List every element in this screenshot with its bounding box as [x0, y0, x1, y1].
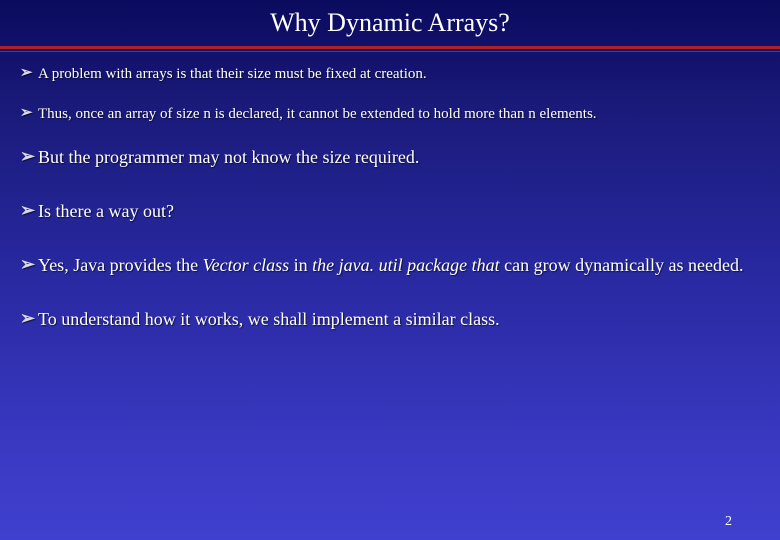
bullet-text: Thus, once an array of size n is declare…: [38, 104, 760, 124]
bullet-item: ➢To understand how it works, we shall im…: [20, 307, 760, 331]
bullet-text: But the programmer may not know the size…: [38, 145, 760, 169]
slide: Why Dynamic Arrays? ➢A problem with arra…: [0, 0, 780, 540]
bullet-text: A problem with arrays is that their size…: [38, 64, 760, 84]
slide-title: Why Dynamic Arrays?: [0, 8, 780, 38]
page-number: 2: [725, 514, 732, 530]
bullet-arrow-icon: ➢: [20, 64, 38, 84]
text-run: To understand how it works, we shall imp…: [38, 309, 500, 329]
bullet-item: ➢A problem with arrays is that their siz…: [20, 64, 760, 84]
text-run: Is there a way out?: [38, 201, 174, 221]
bullet-item: ➢Yes, Java provides the Vector class in …: [20, 253, 760, 277]
bullet-arrow-icon: ➢: [20, 145, 38, 168]
bullet-arrow-icon: ➢: [20, 307, 38, 330]
text-run: can grow dynamically as needed.: [500, 255, 744, 275]
bullet-item: ➢Thus, once an array of size n is declar…: [20, 104, 760, 124]
bullet-arrow-icon: ➢: [20, 199, 38, 222]
text-run: Thus, once an array of size n is declare…: [38, 106, 597, 122]
bullet-arrow-icon: ➢: [20, 253, 38, 276]
text-run: in: [289, 255, 312, 275]
bullet-text: To understand how it works, we shall imp…: [38, 307, 760, 331]
bullet-text: Yes, Java provides the Vector class in t…: [38, 253, 760, 277]
bullet-text: Is there a way out?: [38, 199, 760, 223]
divider-thick: [0, 46, 780, 49]
text-run: But the programmer may not know the size…: [38, 147, 419, 167]
title-wrap: Why Dynamic Arrays?: [0, 8, 780, 44]
text-run: the java. util package that: [312, 255, 499, 275]
text-run: A problem with arrays is that their size…: [38, 66, 427, 82]
content-area: ➢A problem with arrays is that their siz…: [0, 52, 780, 332]
bullet-arrow-icon: ➢: [20, 104, 38, 124]
bullet-item: ➢But the programmer may not know the siz…: [20, 145, 760, 169]
text-run: Vector class: [203, 255, 289, 275]
text-run: Yes, Java provides the: [38, 255, 203, 275]
bullet-item: ➢Is there a way out?: [20, 199, 760, 223]
